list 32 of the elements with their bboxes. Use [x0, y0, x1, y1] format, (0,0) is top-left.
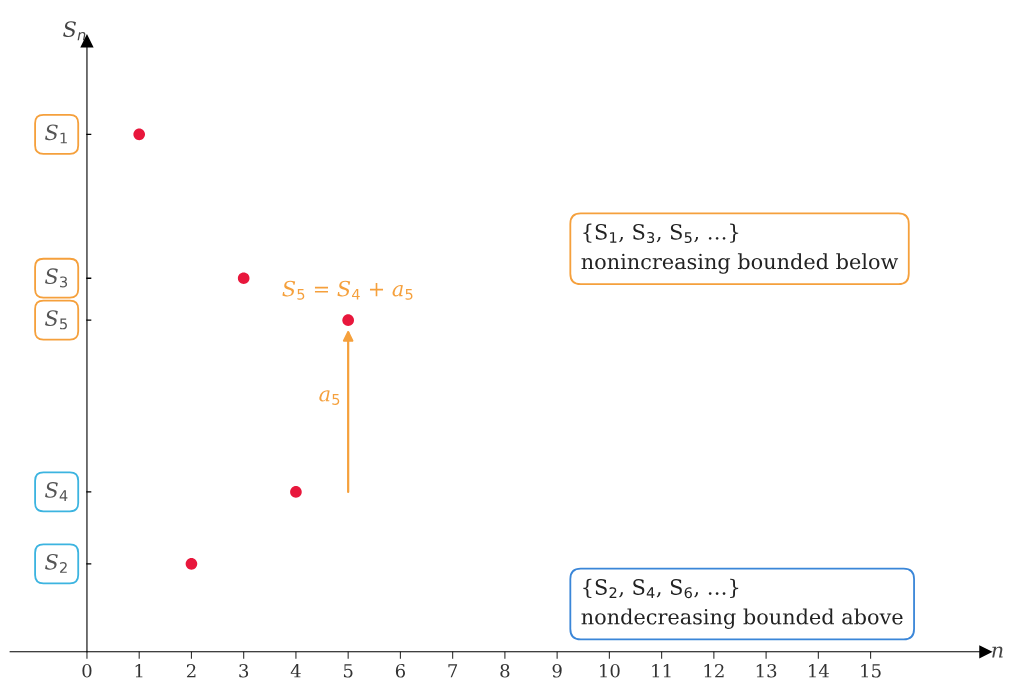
point: [342, 314, 354, 326]
x-tick-label: 15: [861, 663, 881, 678]
x-tick-label: 0: [82, 663, 92, 678]
annotation: {S$_{2}$, S$_{4}$, S$_{6}$, …} nondecreasing bounded above: [581, 578, 903, 629]
x-tick-label: 14: [809, 663, 829, 678]
x-tick-label: 1: [135, 663, 143, 678]
annotation: S$_{3}$: [45, 268, 68, 288]
x-tick-label: 8: [500, 663, 510, 678]
x-tick-label: 6: [395, 663, 406, 678]
point: [133, 128, 146, 141]
x-tick-label: 2: [186, 663, 196, 678]
x-tick-label: 9: [552, 663, 562, 678]
x-tick-label: 10: [600, 663, 620, 678]
annotation: S$_{1}$: [45, 124, 67, 144]
annotation: S$_{4}$: [45, 482, 68, 501]
x-tick-label: 3: [239, 663, 249, 678]
annotation: a$_{5}$: [319, 390, 340, 405]
x-tick-label: 13: [756, 663, 777, 678]
point: [185, 558, 198, 570]
y-axis-title: S$_{n}$: [63, 21, 86, 41]
annotation: S$_{5}$: [45, 310, 67, 330]
annotation: S$_{2}$: [45, 553, 67, 573]
x-tick-label: 11: [652, 663, 671, 678]
x-tick-label: 5: [343, 664, 353, 678]
x-tick-label: 12: [704, 663, 724, 678]
x-axis-title: n: [992, 646, 1003, 658]
point: [237, 272, 250, 285]
point: [290, 486, 302, 498]
x-tick-label: 7: [448, 664, 458, 678]
annotation: S$_{5}$ = S$_{4}$ + a$_{5}$: [282, 280, 413, 300]
annotation: {S$_{1}$, S$_{3}$, S$_{5}$, …} nonincreasing bounded below: [581, 223, 899, 274]
x-tick-label: 4: [290, 663, 301, 678]
